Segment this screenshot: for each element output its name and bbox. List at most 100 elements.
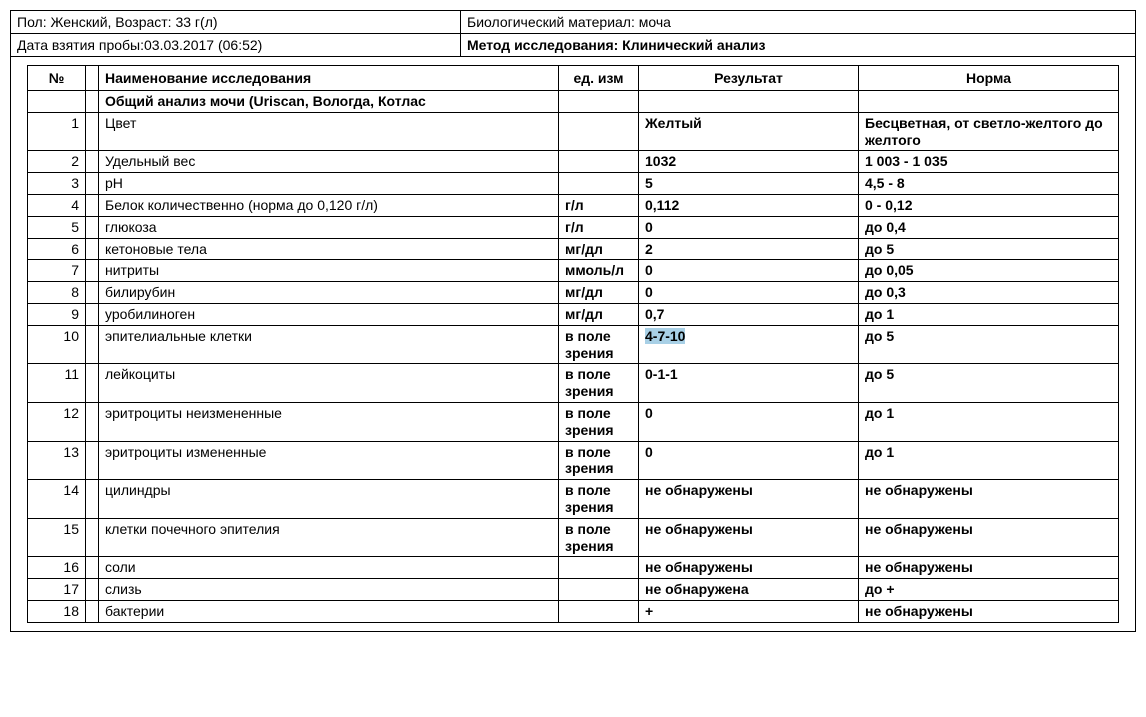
cell-unit: мг/дл [559, 282, 639, 304]
cell-unit: в поле зрения [559, 364, 639, 403]
cell-num: 11 [28, 364, 86, 403]
cell-norm: до 0,4 [859, 216, 1119, 238]
table-row: 16солине обнаруженыне обнаружены [28, 557, 1119, 579]
cell-result: 0,112 [639, 194, 859, 216]
cell-unit [559, 112, 639, 151]
section-num [28, 91, 86, 113]
cell-gap [86, 402, 99, 441]
cell-norm: до 5 [859, 364, 1119, 403]
cell-name: лейкоциты [99, 364, 559, 403]
cell-gap [86, 238, 99, 260]
cell-name: эпителиальные клетки [99, 325, 559, 364]
table-row: 18бактерии+не обнаружены [28, 600, 1119, 622]
cell-num: 2 [28, 151, 86, 173]
header-result: Результат [639, 66, 859, 91]
cell-num: 15 [28, 518, 86, 557]
table-row: 7нитритыммоль/л0до 0,05 [28, 260, 1119, 282]
header-num: № [28, 66, 86, 91]
cell-result: 0 [639, 260, 859, 282]
cell-name: Удельный вес [99, 151, 559, 173]
cell-name: билирубин [99, 282, 559, 304]
results-body: Общий анализ мочи (Uriscan, Вологда, Кот… [28, 91, 1119, 623]
cell-num: 14 [28, 480, 86, 519]
cell-gap [86, 364, 99, 403]
cell-unit: в поле зрения [559, 441, 639, 480]
meta-material: Биологический материал: моча [461, 11, 1136, 34]
header-row: № Наименование исследования ед. изм Резу… [28, 66, 1119, 91]
cell-unit: в поле зрения [559, 480, 639, 519]
cell-gap [86, 282, 99, 304]
cell-norm: до 0,05 [859, 260, 1119, 282]
table-row: 8билирубинмг/дл0до 0,3 [28, 282, 1119, 304]
cell-num: 16 [28, 557, 86, 579]
cell-result: не обнаружены [639, 480, 859, 519]
meta-sample-date: Дата взятия пробы:03.03.2017 (06:52) [11, 34, 461, 57]
cell-unit [559, 579, 639, 601]
header-name: Наименование исследования [99, 66, 559, 91]
table-row: 15клетки почечного эпителияв поле зрения… [28, 518, 1119, 557]
cell-norm: до 1 [859, 402, 1119, 441]
cell-num: 17 [28, 579, 86, 601]
cell-gap [86, 600, 99, 622]
cell-result: не обнаружены [639, 518, 859, 557]
table-row: 12эритроциты неизмененныев поле зрения0д… [28, 402, 1119, 441]
cell-norm: не обнаружены [859, 480, 1119, 519]
cell-norm: до 5 [859, 238, 1119, 260]
table-row: 1ЦветЖелтыйБесцветная, от светло-желтого… [28, 112, 1119, 151]
section-norm [859, 91, 1119, 113]
cell-norm: не обнаружены [859, 518, 1119, 557]
cell-result: не обнаружена [639, 579, 859, 601]
section-gap [86, 91, 99, 113]
cell-gap [86, 480, 99, 519]
cell-num: 10 [28, 325, 86, 364]
header-unit: ед. изм [559, 66, 639, 91]
table-row: 4 Белок количественно (норма до 0,120 г/л… [28, 194, 1119, 216]
cell-result: 0-1-1 [639, 364, 859, 403]
cell-name: соли [99, 557, 559, 579]
cell-name: эритроциты измененные [99, 441, 559, 480]
cell-unit [559, 173, 639, 195]
cell-num: 12 [28, 402, 86, 441]
section-title: Общий анализ мочи (Uriscan, Вологда, Кот… [99, 91, 559, 113]
cell-num: 4 [28, 194, 86, 216]
cell-name: Белок количественно (норма до 0,120 г/л) [99, 194, 559, 216]
table-row: 3pH54,5 - 8 [28, 173, 1119, 195]
cell-result: 5 [639, 173, 859, 195]
cell-norm: до 1 [859, 303, 1119, 325]
meta-method: Метод исследования: Клинический анализ [461, 34, 1136, 57]
cell-unit: ммоль/л [559, 260, 639, 282]
cell-unit [559, 557, 639, 579]
cell-num: 9 [28, 303, 86, 325]
cell-gap [86, 216, 99, 238]
section-row: Общий анализ мочи (Uriscan, Вологда, Кот… [28, 91, 1119, 113]
cell-norm: до + [859, 579, 1119, 601]
cell-gap [86, 303, 99, 325]
cell-result: 4-7-10 [639, 325, 859, 364]
cell-unit [559, 600, 639, 622]
cell-result: 0,7 [639, 303, 859, 325]
cell-norm: до 1 [859, 441, 1119, 480]
cell-name: клетки почечного эпителия [99, 518, 559, 557]
results-table: № Наименование исследования ед. изм Резу… [27, 65, 1119, 623]
cell-name: бактерии [99, 600, 559, 622]
cell-result: + [639, 600, 859, 622]
cell-gap [86, 518, 99, 557]
table-row: 10 эпителиальные клеткив поле зрения 4-7-1… [28, 325, 1119, 364]
cell-gap [86, 579, 99, 601]
cell-gap [86, 557, 99, 579]
cell-gap [86, 112, 99, 151]
cell-unit: мг/дл [559, 303, 639, 325]
table-row: 13эритроциты измененныев поле зрения0до … [28, 441, 1119, 480]
cell-norm: не обнаружены [859, 600, 1119, 622]
cell-unit: в поле зрения [559, 325, 639, 364]
cell-name: слизь [99, 579, 559, 601]
cell-gap [86, 173, 99, 195]
cell-num: 7 [28, 260, 86, 282]
cell-norm: 0 - 0,12 [859, 194, 1119, 216]
cell-norm: 4,5 - 8 [859, 173, 1119, 195]
cell-norm: 1 003 - 1 035 [859, 151, 1119, 173]
cell-num: 8 [28, 282, 86, 304]
highlighted-result: 4-7-10 [645, 328, 685, 344]
results-container: № Наименование исследования ед. изм Резу… [10, 57, 1136, 632]
header-norm: Норма [859, 66, 1119, 91]
